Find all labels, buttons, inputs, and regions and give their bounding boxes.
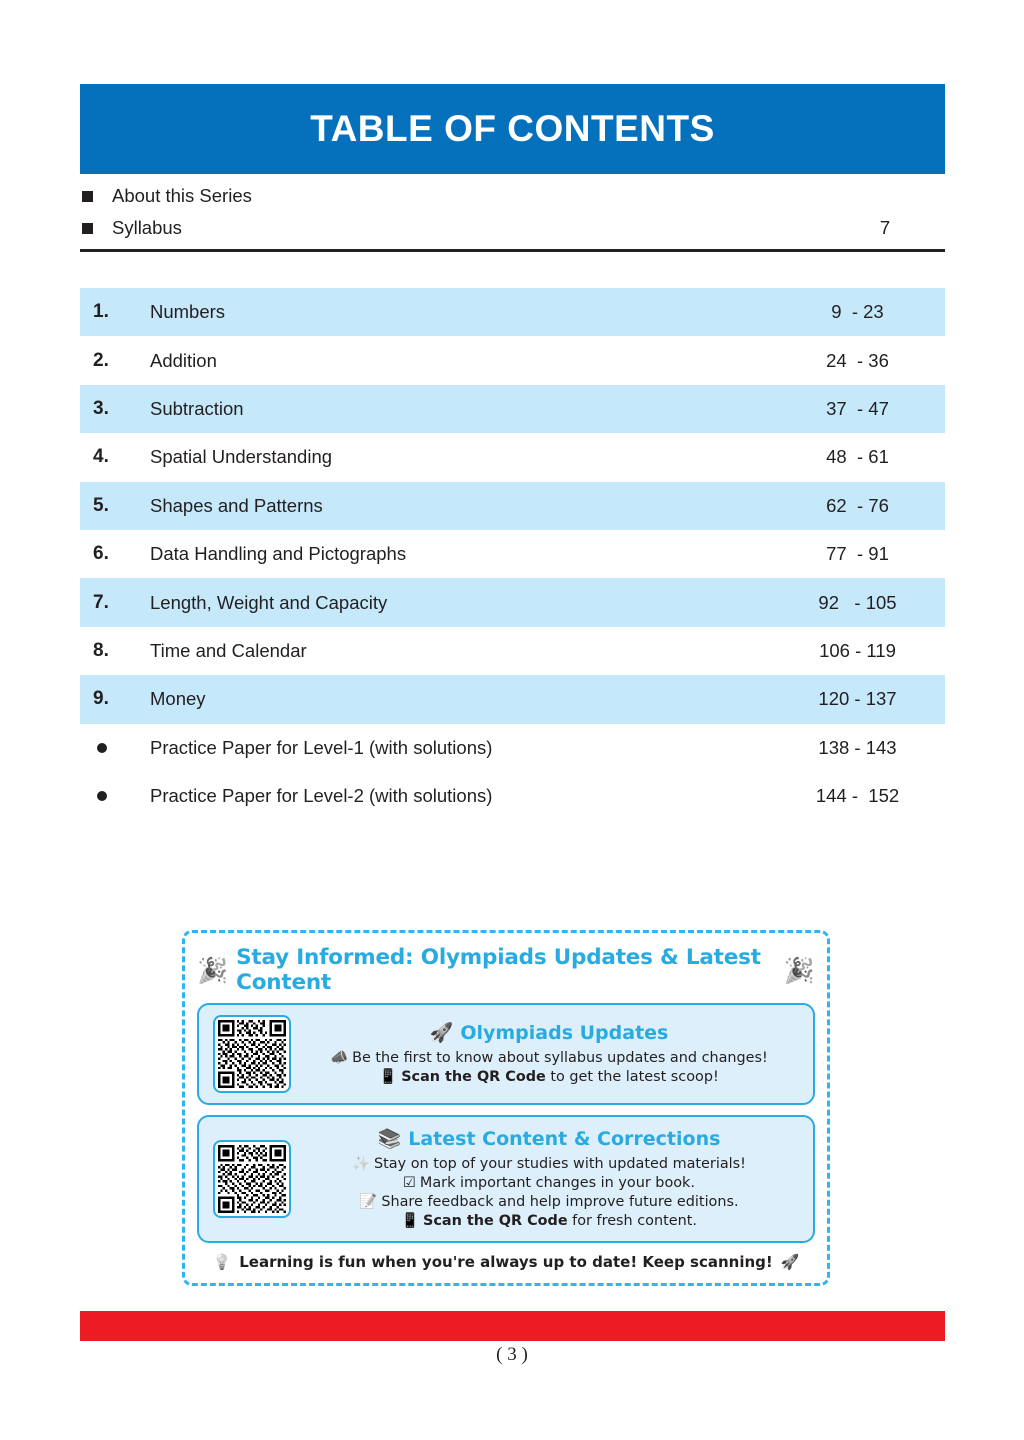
chapter-title: Spatial Understanding [150, 446, 333, 468]
card-line: 📝 Share feedback and help improve future … [299, 1193, 799, 1212]
table-row[interactable]: 8. Time and Calendar 106 - 119 [80, 627, 945, 675]
latest-content-card: 📚 Latest Content & Corrections ✨ Stay on … [197, 1115, 815, 1244]
promo-title-row: 🎉 Stay Informed: Olympiads Updates & Lat… [197, 945, 815, 995]
sparkles-icon: ✨ [352, 1156, 371, 1173]
chapter-number: 1. [93, 301, 109, 323]
chapter-title: Shapes and Patterns [150, 494, 323, 516]
chapter-title: Data Handling and Pictographs [150, 543, 407, 565]
table-row[interactable]: Practice Paper for Level-1 (with solutio… [80, 724, 945, 772]
chapter-pages: 138 - 143 [818, 736, 897, 758]
card-heading-row: 🚀 Olympiads Updates [299, 1021, 799, 1046]
round-bullet-icon [80, 785, 150, 807]
chapter-number: 5. [93, 494, 109, 516]
chapter-title: Practice Paper for Level-1 (with solutio… [150, 736, 493, 758]
card-line-text: to get the latest scoop! [545, 1069, 719, 1086]
card-line-bold: Scan the QR Code [423, 1213, 568, 1230]
card-line-text: Share feedback and help improve future e… [381, 1194, 739, 1211]
rocket-icon: 🚀 [780, 1252, 800, 1271]
megaphone-icon: 📣 [330, 1050, 349, 1067]
card-heading-row: 📚 Latest Content & Corrections [299, 1127, 799, 1152]
frontmatter-page: 7 [879, 217, 891, 238]
chapter-number: 2. [93, 349, 109, 371]
table-row[interactable]: 6. Data Handling and Pictographs 77 - 91 [80, 530, 945, 578]
chapter-number: 9. [93, 688, 109, 710]
page-number: ( 3 ) [496, 1344, 528, 1365]
footer-bar [80, 1311, 945, 1341]
card-heading-label: Latest Content & Corrections [408, 1128, 721, 1150]
rocket-icon: 🚀 [429, 1021, 454, 1044]
table-row[interactable]: 7. Length, Weight and Capacity 92 - 105 [80, 578, 945, 627]
frontmatter-label: About this Series [112, 185, 252, 206]
stay-informed-promo-box: 🎉 Stay Informed: Olympiads Updates & Lat… [182, 930, 830, 1287]
table-row[interactable]: 4. Spatial Understanding 48 - 61 [80, 433, 945, 481]
square-bullet-icon [80, 222, 112, 234]
chapter-pages: 9 - 23 [831, 301, 884, 323]
card-line-bold: Scan the QR Code [401, 1069, 546, 1086]
chapter-pages: 37 - 47 [826, 397, 889, 419]
section-divider [80, 249, 945, 252]
chapter-title: Time and Calendar [150, 639, 307, 661]
mobile-phone-icon: 📱 [379, 1069, 398, 1086]
chapter-pages: 62 - 76 [826, 494, 889, 516]
party-popper-icon: 🎉 [783, 955, 815, 985]
party-popper-icon: 🎉 [197, 955, 229, 985]
table-row[interactable]: 3. Subtraction 37 - 47 [80, 384, 945, 434]
frontmatter-label: Syllabus [112, 217, 182, 238]
list-item[interactable]: Syllabus 7 [80, 212, 945, 244]
table-row[interactable]: 1. Numbers 9 - 23 [80, 288, 945, 337]
chapter-number: 3. [93, 397, 109, 419]
promo-footer-text: Learning is fun when you're always up to… [239, 1253, 773, 1272]
page-title: TABLE OF CONTENTS [310, 108, 715, 149]
contents-table: 1. Numbers 9 - 23 2. Addition 24 - 36 3.… [80, 288, 945, 820]
latest-content-qr-code[interactable] [213, 1140, 291, 1219]
chapter-title: Subtraction [150, 397, 244, 419]
card-line-text: Stay on top of your studies with updated… [374, 1156, 746, 1173]
chapter-title: Money [150, 688, 206, 710]
card-line: 📱 Scan the QR Code to get the latest scoo… [299, 1068, 799, 1087]
books-icon: 📚 [377, 1128, 402, 1151]
memo-icon: 📝 [359, 1194, 378, 1211]
frontmatter-list: About this Series Syllabus 7 [80, 180, 945, 244]
olympiads-updates-qr-code[interactable] [213, 1015, 291, 1093]
chapter-number: 7. [93, 591, 109, 613]
card-line: ✨ Stay on top of your studies with update… [299, 1155, 799, 1174]
card-line: ☑ Mark important changes in your book. [299, 1174, 799, 1193]
table-row[interactable]: 9. Money 120 - 137 [80, 675, 945, 724]
chapter-pages: 106 - 119 [819, 639, 896, 661]
latest-content-text: 📚 Latest Content & Corrections ✨ Stay on … [299, 1127, 799, 1231]
olympiads-updates-card: 🚀 Olympiads Updates 📣 Be the first to kno… [197, 1003, 815, 1105]
table-row[interactable]: 2. Addition 24 - 36 [80, 336, 945, 384]
promo-title: Stay Informed: Olympiads Updates & Lates… [236, 945, 761, 995]
check-box-icon: ☑ [403, 1175, 416, 1192]
chapter-title: Addition [150, 349, 217, 371]
mobile-phone-icon: 📱 [401, 1213, 419, 1230]
card-line-text: Be the first to know about syllabus upda… [352, 1050, 768, 1067]
chapter-pages: 92 - 105 [818, 591, 897, 613]
chapter-title: Numbers [150, 301, 226, 323]
chapter-number: 4. [93, 446, 109, 468]
chapter-pages: 144 - 152 [815, 785, 900, 807]
square-bullet-icon [80, 190, 112, 202]
promo-footer-row: 💡 Learning is fun when you're always up … [197, 1253, 815, 1271]
chapter-pages: 48 - 61 [826, 446, 889, 468]
chapter-pages: 120 - 137 [818, 688, 897, 710]
round-bullet-icon [80, 737, 150, 759]
card-heading-label: Olympiads Updates [460, 1021, 669, 1044]
card-line-text: for fresh content. [567, 1213, 697, 1230]
table-row[interactable]: Practice Paper for Level-2 (with solutio… [80, 772, 945, 820]
chapter-pages: 77 - 91 [826, 543, 889, 565]
table-of-contents-header: TABLE OF CONTENTS [80, 84, 945, 174]
card-line: 📣 Be the first to know about syllabus upd… [299, 1049, 799, 1068]
card-line: 📱 Scan the QR Code for fresh content. [299, 1212, 799, 1231]
chapter-title: Length, Weight and Capacity [150, 591, 388, 613]
table-row[interactable]: 5. Shapes and Patterns 62 - 76 [80, 481, 945, 530]
olympiads-updates-text: 🚀 Olympiads Updates 📣 Be the first to kno… [299, 1021, 799, 1087]
light-bulb-icon: 💡 [212, 1252, 232, 1271]
chapter-number: 8. [93, 639, 109, 661]
chapter-title: Practice Paper for Level-2 (with solutio… [150, 785, 493, 807]
chapter-number: 6. [93, 543, 109, 565]
list-item[interactable]: About this Series [80, 180, 945, 212]
chapter-pages: 24 - 36 [826, 349, 889, 371]
card-line-text: Mark important changes in your book. [419, 1175, 695, 1192]
